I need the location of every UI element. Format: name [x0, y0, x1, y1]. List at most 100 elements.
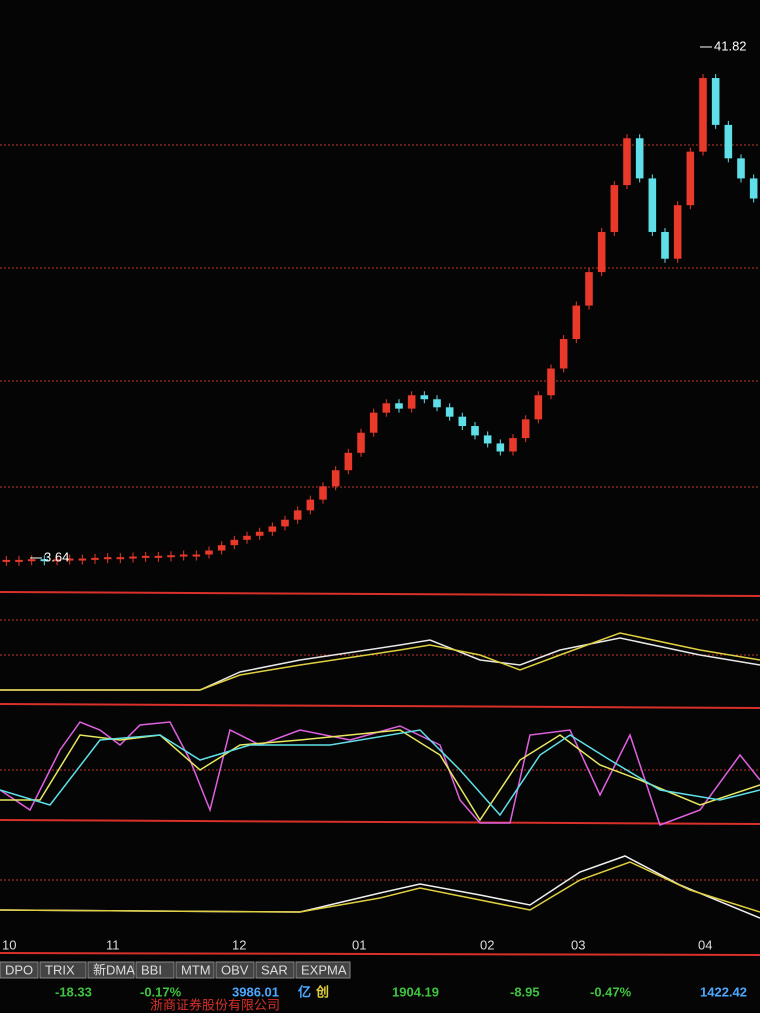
candle-body — [749, 178, 758, 199]
candle-body — [724, 124, 733, 159]
candle-body — [230, 539, 239, 546]
candle-body — [2, 559, 11, 562]
tab-label: BBI — [141, 962, 162, 977]
candle-body — [103, 557, 112, 560]
tab-label: SAR — [261, 962, 288, 977]
candle-body — [91, 557, 99, 560]
tab-label: OBV — [221, 962, 249, 977]
tab[interactable] — [215, 961, 255, 979]
candle-body — [623, 138, 631, 186]
tab-label: EXPMA — [301, 962, 347, 977]
status-value: -8.95 — [510, 984, 540, 999]
candle-body — [281, 519, 289, 527]
tab-label: 新DMA — [93, 962, 135, 977]
panel-borders — [0, 591, 760, 956]
candle-body — [572, 305, 581, 340]
candle-body — [116, 557, 125, 560]
tab[interactable] — [135, 961, 175, 979]
candle-body — [534, 395, 543, 420]
candle-body — [483, 435, 492, 444]
tab-label: MTM — [181, 962, 211, 977]
candle-body — [331, 470, 340, 487]
tab-label: DPO — [5, 962, 33, 977]
status-value: -0.47% — [590, 984, 632, 999]
month-label: 11 — [106, 937, 120, 952]
candle-body — [179, 554, 188, 557]
price-label: 41.82 — [714, 38, 747, 53]
candle-body — [635, 138, 644, 179]
status-value: 亿 — [298, 984, 311, 999]
candle-body — [154, 555, 163, 558]
candle-body — [737, 158, 745, 179]
status-value: 1904.19 — [392, 984, 439, 999]
candle-body — [509, 438, 517, 452]
candle-body — [585, 272, 593, 306]
tab[interactable] — [0, 961, 39, 979]
tab[interactable] — [255, 961, 295, 979]
candle-body — [319, 486, 327, 500]
candle-body — [648, 178, 657, 232]
candle-body — [458, 416, 467, 427]
candle-body — [395, 403, 403, 409]
status-value: -18.33 — [55, 984, 92, 999]
indicator-lines — [0, 632, 760, 919]
candle-body — [357, 432, 365, 453]
tab[interactable] — [295, 961, 351, 979]
status-value: 1422.42 — [700, 984, 747, 999]
candle-body — [344, 452, 353, 471]
candle-body — [610, 185, 619, 232]
month-label: 03 — [571, 937, 585, 952]
candle-body — [40, 559, 49, 562]
candle-body — [65, 558, 74, 561]
candle-body — [268, 526, 277, 532]
candle-body — [369, 412, 378, 433]
candle-body — [217, 545, 226, 551]
month-label: 12 — [232, 937, 246, 952]
candle-body — [433, 399, 441, 408]
candle-body — [711, 78, 720, 125]
candle-body — [78, 558, 87, 561]
status-bar: -18.33 -0.17% 3986.01 亿创 1904.19 -8.95 -0.47% 1… — [55, 984, 747, 999]
candle-body — [407, 395, 416, 409]
month-label: 04 — [698, 937, 712, 952]
candle-body — [167, 555, 175, 558]
status-value: -0.17% — [140, 984, 182, 999]
candle-body — [420, 395, 429, 400]
candle-body — [661, 231, 669, 259]
candle-body — [471, 426, 479, 436]
price-grid — [0, 144, 760, 881]
tab[interactable] — [87, 961, 135, 979]
candle-body — [673, 205, 682, 259]
candle-body — [559, 339, 568, 369]
status-value: 3986.01 — [232, 984, 279, 999]
price-label: 3.64 — [44, 549, 69, 564]
candle-body — [547, 368, 555, 396]
month-label: 01 — [352, 937, 366, 952]
candle-body — [686, 151, 695, 206]
candle-body — [192, 554, 201, 557]
month-label: 02 — [480, 937, 494, 952]
month-label: 10 — [2, 937, 16, 952]
tab[interactable] — [39, 961, 87, 979]
candle-body — [306, 499, 315, 511]
tab-label: TRIX — [45, 962, 75, 977]
status-value: 创 — [315, 984, 329, 999]
candle-body — [129, 556, 137, 559]
tab-bar: DPO TRIX 新DMA BBI MTM OBV SAR EXPMA — [0, 961, 351, 979]
candle-body — [293, 510, 302, 520]
candle-body — [53, 559, 61, 562]
candle-body — [27, 559, 36, 562]
candle-body — [521, 419, 530, 439]
candle-body — [496, 443, 505, 452]
candle-body — [445, 407, 454, 417]
candle-body — [255, 531, 264, 536]
tab[interactable] — [175, 961, 215, 979]
candle-body — [699, 78, 707, 152]
candle-body — [141, 555, 150, 558]
footer-text: 浙商证券股份有限公司 — [150, 997, 280, 1012]
candle-body — [597, 231, 606, 273]
candle-body — [243, 535, 251, 540]
candle-body — [382, 403, 391, 413]
